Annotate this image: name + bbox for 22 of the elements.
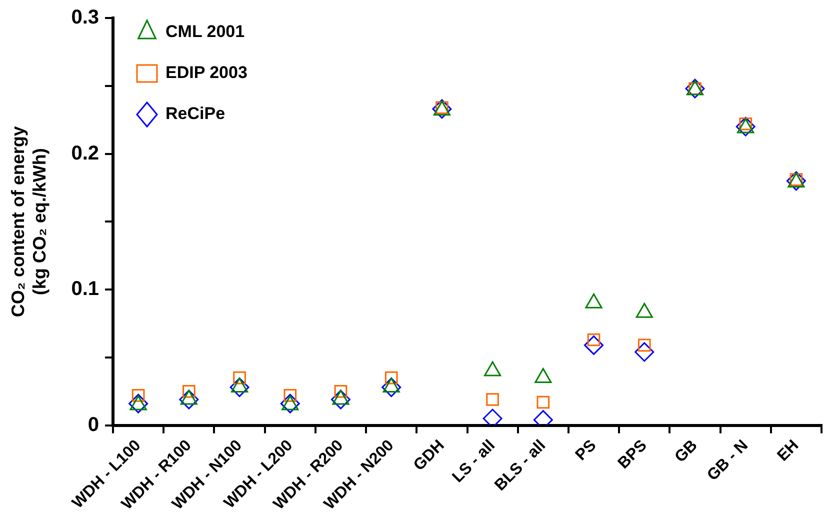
point — [330, 390, 350, 410]
point — [536, 396, 550, 409]
y-tick-label: 0.1 — [71, 278, 100, 300]
y-tick-label: 0 — [88, 414, 100, 436]
point — [634, 342, 654, 362]
point — [382, 378, 402, 398]
x-tick-label: GB - N — [704, 437, 752, 484]
point — [284, 389, 297, 402]
y-tick-label: 0.2 — [71, 142, 100, 164]
point — [584, 335, 604, 355]
point — [132, 389, 145, 402]
x-tick-label: GB — [672, 437, 701, 466]
point — [230, 378, 250, 398]
point — [486, 393, 499, 406]
legend-label: CML 2001 — [166, 22, 245, 42]
x-tick-label: EH — [774, 437, 802, 465]
point — [179, 390, 199, 410]
x-tick-label: PS — [572, 436, 600, 464]
y-axis-title: CO₂ content of energy (kg CO₂ eq./kWh) — [8, 126, 50, 318]
legend-label: EDIP 2003 — [166, 63, 248, 82]
y-tick-label: 0.3 — [71, 6, 100, 29]
legend-label: ReCiPe — [166, 104, 226, 124]
